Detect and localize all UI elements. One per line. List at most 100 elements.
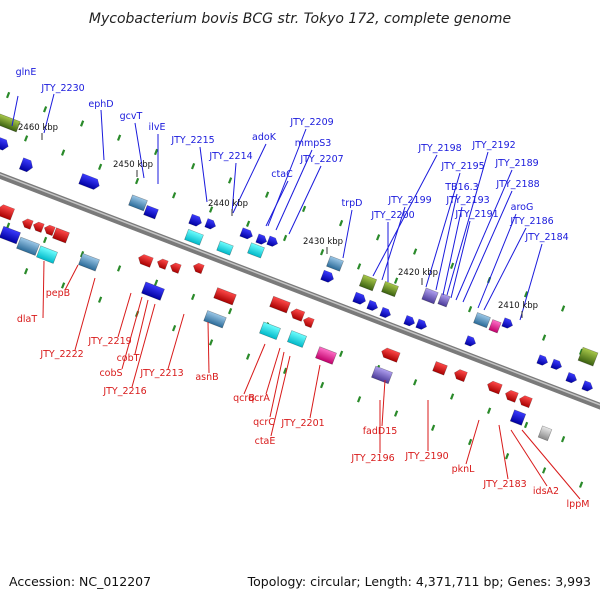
gene-arrow-forward [501,317,513,329]
gene-arrow-forward [204,218,216,230]
gene-block [78,253,100,272]
tick-mark [116,265,122,272]
gene-arrow-forward [352,291,366,305]
reverse-gene-label: JTY_2196 [350,453,394,464]
label-leader-line [275,149,313,231]
gene-arrow-reverse [33,221,45,233]
tick-mark [560,305,566,312]
tick-mark [319,249,325,256]
forward-gene-label: TB16.3 [444,182,478,193]
reverse-gene-feature [0,204,15,221]
label-leader-line [11,95,19,127]
label-leader-line [442,206,463,296]
label-leader-line [207,321,210,374]
label-leader-line [381,379,386,427]
tick-mark [153,279,159,286]
gene-feature [381,281,399,298]
tick-mark [79,120,85,127]
tick-mark [375,234,381,241]
gene-arrow-forward [18,157,33,173]
gene-feature [188,213,202,227]
label-leader-line [117,292,132,338]
tick-mark [523,291,529,298]
gene-block [216,240,234,256]
label-leader-line [42,260,45,319]
label-leader-line [232,143,267,214]
reverse-gene-feature [157,258,169,270]
forward-gene-label: adoK [252,132,277,143]
gene-feature [509,409,527,426]
gene-feature [78,253,100,272]
tick-mark [467,305,473,313]
tick-mark [541,467,547,474]
gene-block [473,312,491,329]
gene-block [143,204,159,220]
tick-mark [23,268,29,275]
reverse-gene-label: JTY_2190 [404,451,448,462]
scale-label: 2420 kbp [398,268,438,278]
gene-feature [581,380,593,392]
gene-block [0,113,21,133]
tick-mark [412,379,418,386]
tick-mark [190,163,196,170]
tick-mark [449,393,455,400]
gene-block [315,346,337,365]
gene-block [437,293,451,308]
genome-backbone-highlight [0,173,600,406]
label-leader-line [121,296,143,370]
forward-gene-label: JTY_2195 [440,161,484,172]
tick-mark [541,334,547,341]
reverse-gene-label: qcrC [253,417,275,428]
gene-arrow-reverse [487,380,503,395]
forward-gene-label: JTY_2214 [208,151,252,162]
gene-feature [326,255,344,272]
tick-mark [338,219,344,227]
gene-feature [247,242,265,259]
gene-block [259,321,281,340]
forward-gene-label: JTY_2198 [417,143,461,154]
forward-gene-label: mmpS3 [295,138,332,149]
gene-feature [286,330,308,348]
tick-mark [171,324,177,332]
reverse-gene-feature [290,308,306,322]
label-leader-line [231,162,237,214]
label-leader-line [74,277,96,351]
gene-feature [16,236,40,256]
gene-feature [358,274,378,292]
label-leader-line [483,227,527,311]
gene-feature [415,318,427,330]
gene-feature [141,281,165,301]
reverse-gene-label: lppM [567,499,590,510]
tick-mark [523,421,529,429]
gene-arrow-forward [581,380,593,392]
tick-mark [504,453,510,460]
tick-mark [560,436,566,443]
label-leader-line [450,220,471,299]
gene-feature [565,372,577,384]
gene-arrow-reverse [0,204,15,221]
label-leaders [11,93,581,500]
gene-block [488,319,502,334]
reverse-gene-feature [170,262,182,274]
gene-feature [239,227,253,240]
gene-feature [536,354,548,366]
tick-mark [338,350,344,358]
tick-mark [97,163,103,171]
reverse-gene-feature [33,221,45,233]
label-leader-line [425,172,461,288]
tick-mark [5,91,11,99]
reverse-gene-label: cobS [99,368,122,379]
tick-mark [578,481,584,488]
gene-feature [259,321,281,340]
scale-label: 2410 kbp [498,301,538,311]
tick-mark [449,262,455,270]
tick-mark [42,106,48,113]
label-leader-line [477,213,517,309]
gene-feature [577,346,599,367]
tick-mark [412,248,418,255]
reverse-gene-label: pepB [46,288,70,299]
scale-label: 2460 kbp [18,123,58,133]
gene-block [326,255,344,272]
gene-feature [18,157,33,173]
